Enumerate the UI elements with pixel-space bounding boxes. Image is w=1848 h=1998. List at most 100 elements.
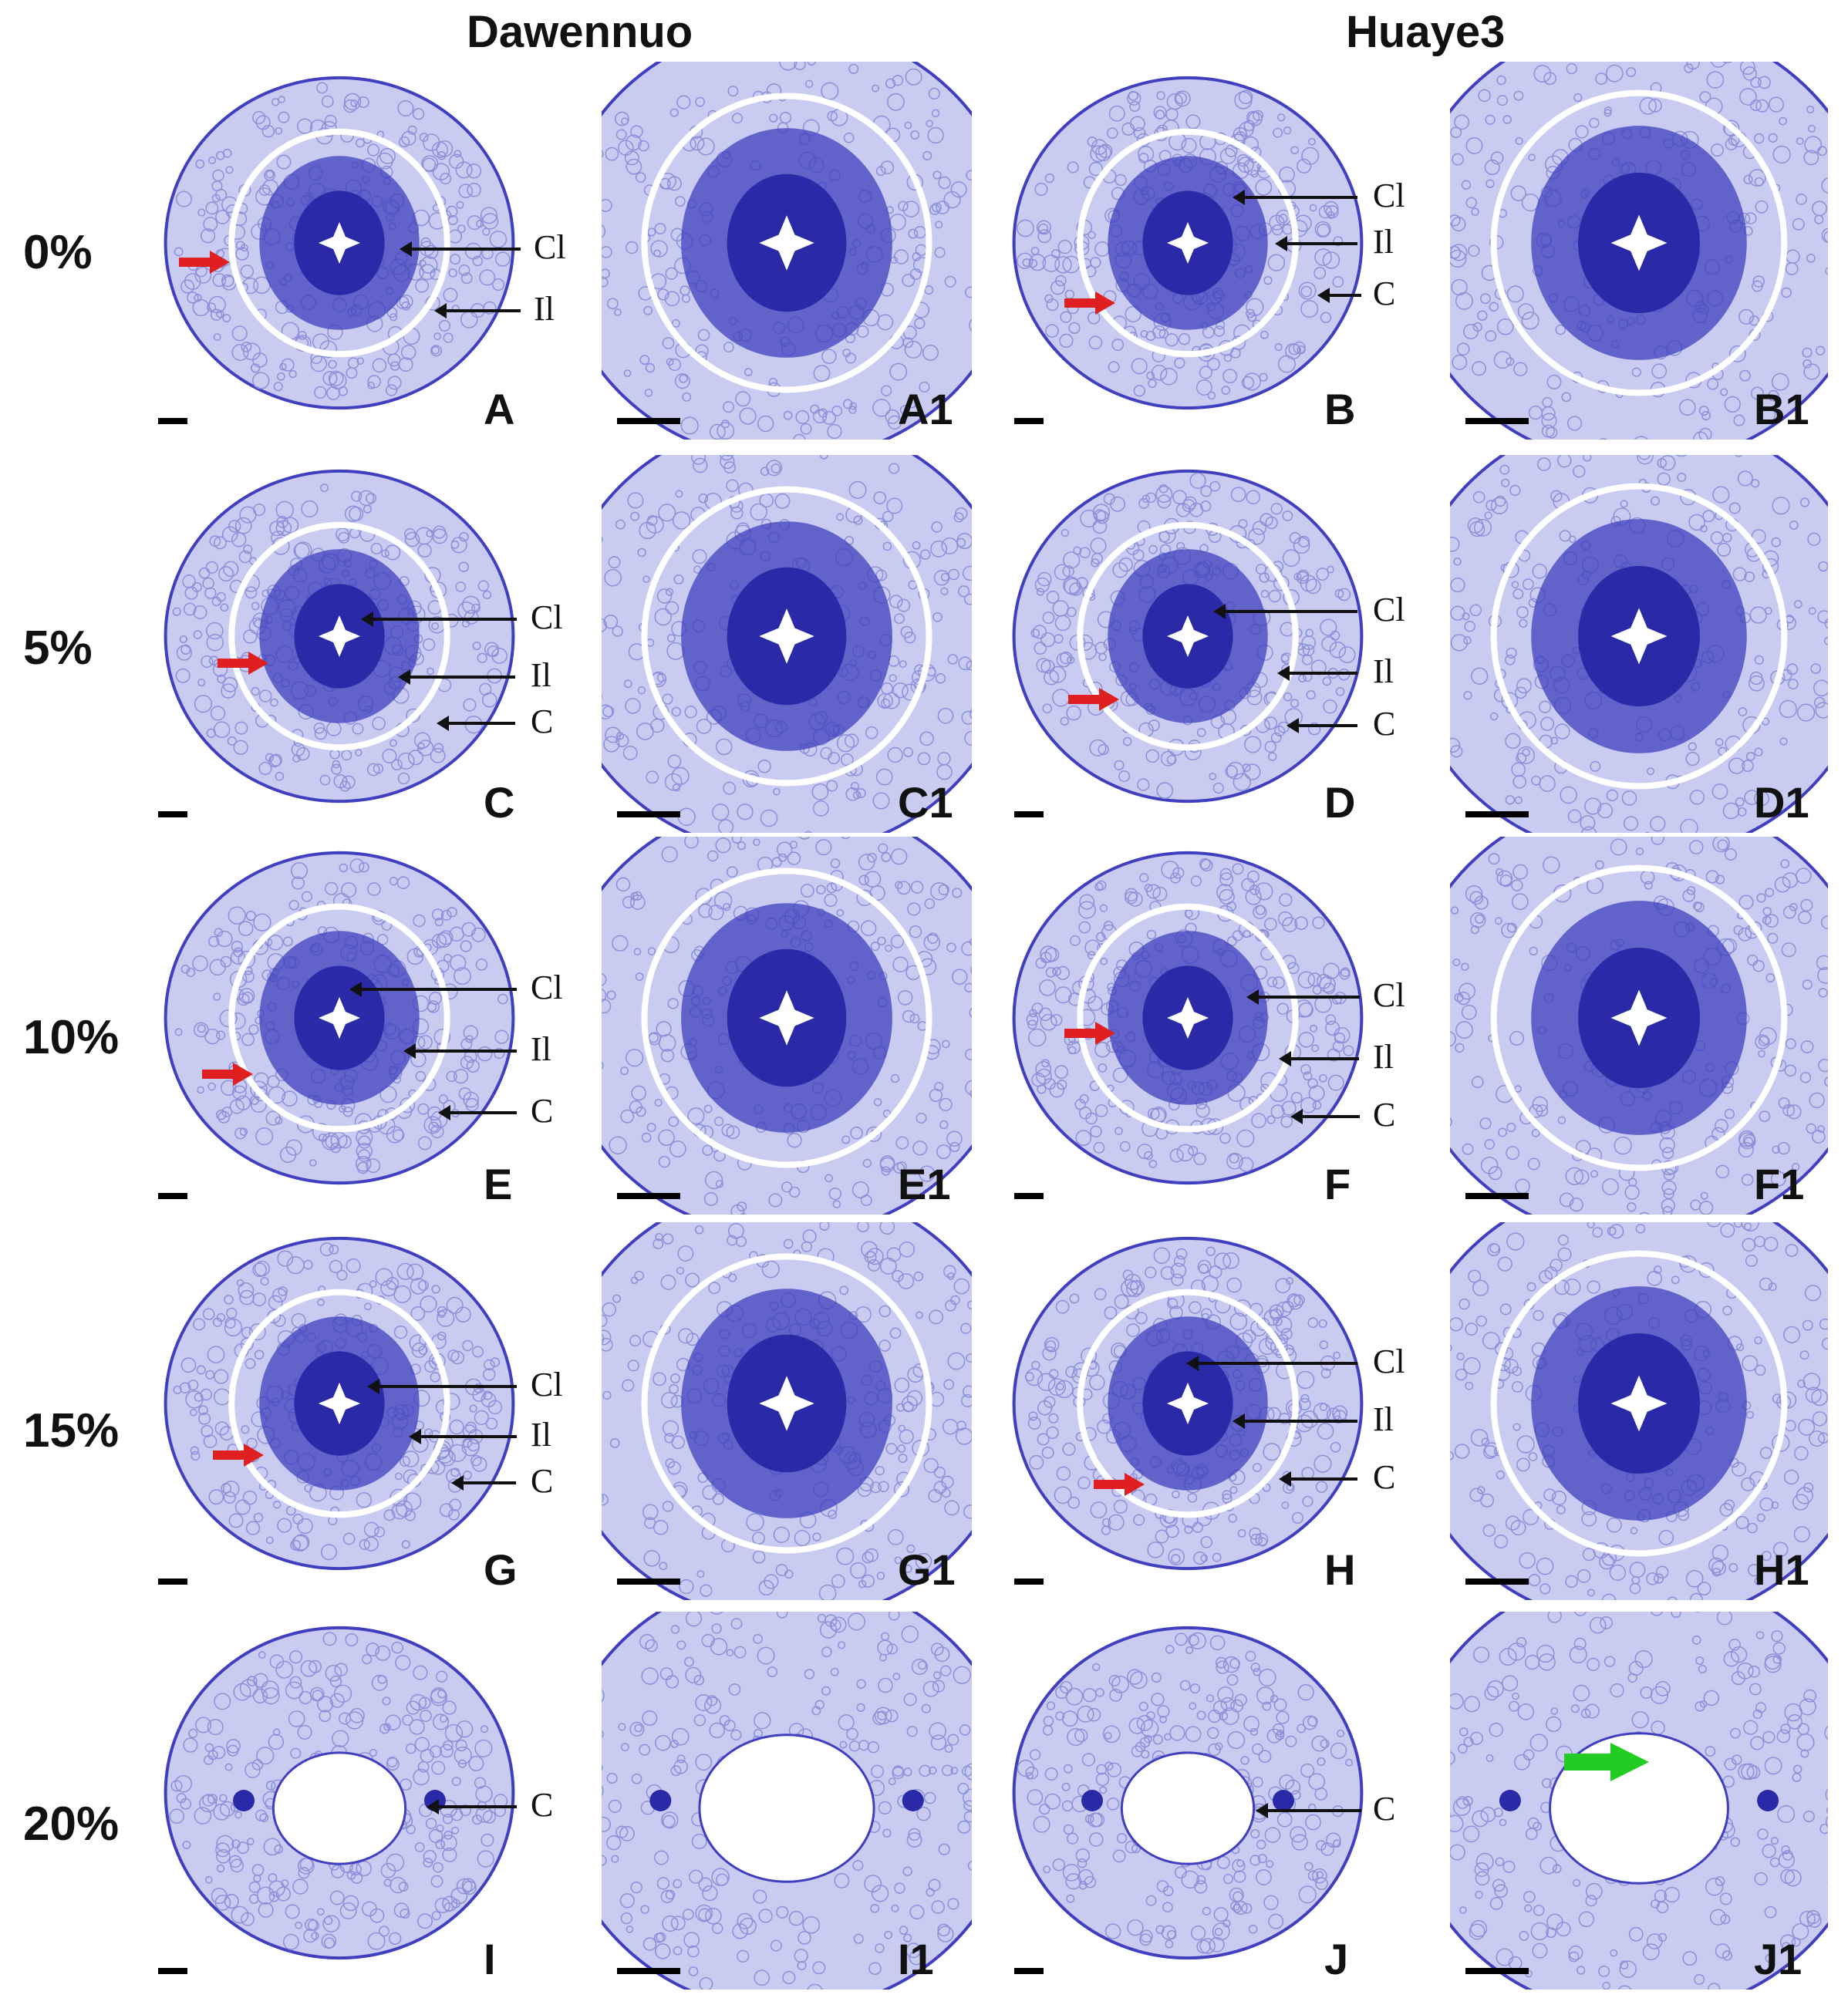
annotation-arrow	[1287, 718, 1357, 733]
annotation-label-cl: Cl	[531, 1366, 563, 1403]
annotation-label-il: Il	[531, 656, 551, 694]
micrograph-panel-h1	[1450, 1222, 1828, 1600]
micrograph-panel-c	[143, 455, 536, 833]
red-arrow-icon	[1094, 1473, 1145, 1496]
annotation-label-il: Il	[531, 1030, 551, 1068]
panel-label-c: C	[484, 778, 515, 827]
scale-bar	[1465, 418, 1529, 424]
annotation-label-c: C	[1373, 1790, 1396, 1828]
annotation-arrow	[1233, 190, 1357, 205]
panel-label-c1: C1	[898, 778, 953, 827]
panel-label-b1: B1	[1754, 385, 1809, 433]
panel-label-h: H	[1324, 1545, 1356, 1594]
red-arrow-icon	[213, 1444, 264, 1467]
annotation-label-c: C	[531, 1786, 554, 1824]
micrograph-panel-h	[999, 1222, 1377, 1600]
annotation-arrow	[427, 1799, 517, 1814]
annotation-arrow	[1256, 1803, 1361, 1818]
annotation-label-c: C	[1373, 705, 1396, 743]
panel-label-b: B	[1324, 385, 1356, 433]
annotation-arrow	[1279, 1471, 1357, 1487]
scale-bar	[158, 1579, 187, 1585]
annotation-arrow	[1213, 604, 1357, 619]
micrograph-panel-e	[143, 837, 536, 1215]
header-huaye3: Huaye3	[1346, 7, 1506, 57]
annotation-arrow	[1279, 1051, 1359, 1066]
annotation-label-cl: Cl	[1373, 1343, 1405, 1380]
annotation-label-il: Il	[1373, 1400, 1394, 1438]
scale-bar	[1465, 1968, 1529, 1974]
scale-bar	[1014, 1579, 1044, 1585]
annotation-arrow	[438, 1105, 517, 1120]
micrograph-panel-f1	[1450, 837, 1828, 1215]
micrograph-panel-a	[143, 62, 536, 440]
annotation-arrow	[451, 1475, 516, 1491]
scale-bar	[617, 811, 680, 817]
annotation-label-cl: Cl	[531, 598, 563, 636]
micrograph-panel-e1	[602, 837, 972, 1215]
scale-bar	[158, 811, 187, 817]
scale-bar	[1465, 811, 1529, 817]
scale-bar	[617, 1968, 680, 1974]
red-arrow-icon	[179, 251, 230, 274]
annotation-arrow	[409, 1429, 517, 1444]
annotation-arrow	[400, 241, 521, 257]
annotation-label-cl: Cl	[1373, 177, 1405, 214]
annotation-arrow	[398, 669, 515, 685]
scale-bar	[1014, 1968, 1044, 1974]
annotation-label-cl: Cl	[531, 969, 563, 1006]
micrograph-panel-g1	[602, 1222, 972, 1600]
panel-label-a1: A1	[898, 385, 953, 433]
annotation-label-il: Il	[1373, 223, 1394, 261]
micrograph-panel-b1	[1450, 62, 1828, 440]
scale-bar	[158, 1968, 187, 1974]
micrograph-panel-j1	[1450, 1612, 1828, 1990]
annotation-arrow	[1290, 1109, 1360, 1124]
row-label-5: 5%	[23, 622, 93, 675]
scale-bar	[158, 1193, 187, 1199]
panel-label-e1: E1	[898, 1160, 951, 1208]
annotation-label-c: C	[1373, 1458, 1396, 1496]
annotation-label-il: Il	[534, 290, 555, 328]
panel-label-d: D	[1324, 778, 1356, 827]
annotation-arrow	[403, 1043, 517, 1059]
annotation-label-c: C	[531, 1462, 554, 1500]
red-arrow-icon	[1064, 1022, 1115, 1045]
panel-label-g: G	[484, 1545, 518, 1594]
micrograph-panel-i1	[602, 1612, 972, 1990]
row-label-20: 20%	[23, 1798, 120, 1851]
micrograph-panel-g	[143, 1222, 536, 1600]
red-arrow-icon	[218, 652, 268, 675]
scale-bar	[617, 418, 680, 424]
annotation-arrow	[1186, 1356, 1357, 1371]
annotation-label-cl: Cl	[534, 228, 566, 266]
annotation-arrow	[1246, 989, 1360, 1005]
annotation-arrow	[1233, 1413, 1357, 1429]
scale-bar	[1014, 418, 1044, 424]
scale-bar	[617, 1579, 680, 1585]
green-arrow-icon	[1564, 1743, 1649, 1781]
annotation-arrow	[1277, 665, 1357, 681]
panel-label-j: J	[1324, 1935, 1349, 1983]
scale-bar	[1465, 1579, 1529, 1585]
annotation-arrow	[367, 1379, 517, 1394]
scale-bar	[1014, 1193, 1044, 1199]
micrograph-panel-f	[999, 837, 1377, 1215]
panel-label-f1: F1	[1754, 1160, 1805, 1208]
red-arrow-icon	[1068, 688, 1119, 711]
panel-label-d1: D1	[1754, 778, 1809, 827]
annotation-arrow	[437, 716, 515, 731]
annotation-label-c: C	[531, 1092, 554, 1130]
panel-label-i: I	[484, 1935, 496, 1983]
annotation-label-cl: Cl	[1373, 976, 1405, 1014]
micrograph-panel-d	[999, 455, 1377, 833]
scale-bar	[617, 1193, 680, 1199]
panel-label-i1: I1	[898, 1935, 934, 1983]
annotation-label-il: Il	[1373, 652, 1394, 690]
panel-label-j1: J1	[1754, 1935, 1802, 1983]
annotation-label-cl: Cl	[1373, 591, 1405, 628]
micrograph-panel-b	[999, 62, 1377, 440]
annotation-label-il: Il	[1373, 1038, 1394, 1076]
annotation-arrow	[1275, 236, 1357, 251]
scale-bar	[1014, 811, 1044, 817]
